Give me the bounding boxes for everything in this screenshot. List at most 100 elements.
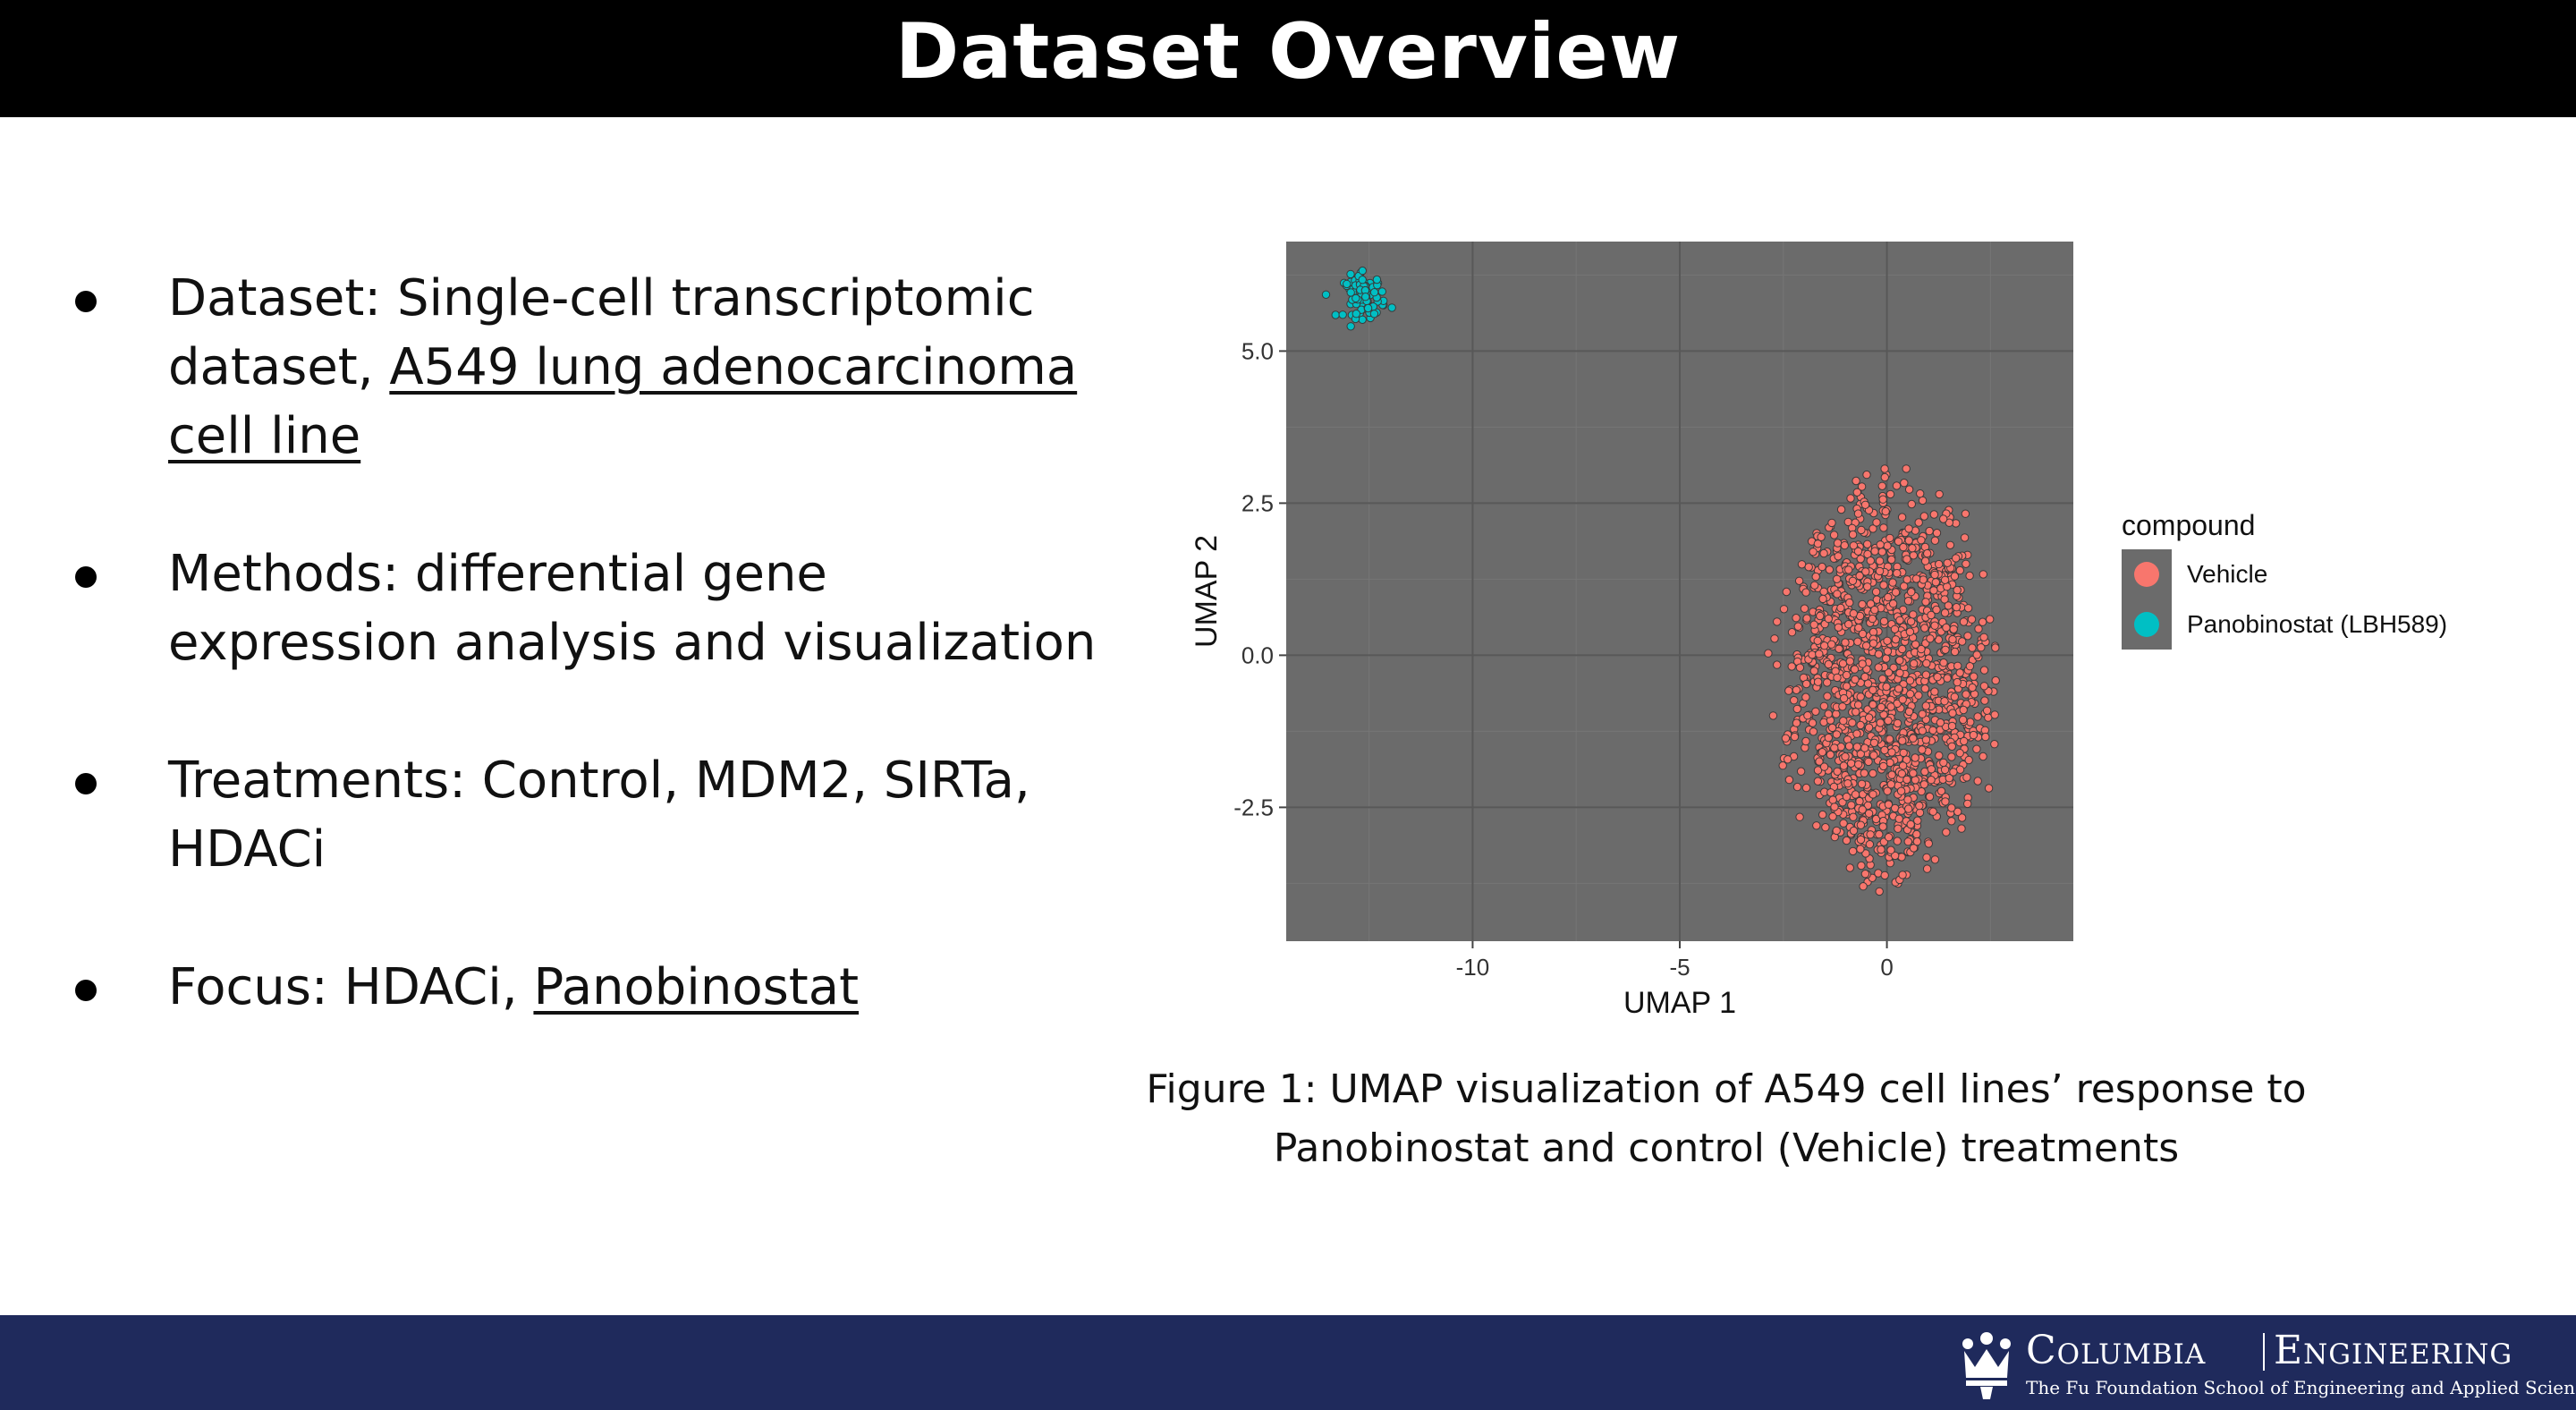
data-point [1870,547,1879,556]
data-point [1894,537,1903,546]
data-point [1990,710,1999,719]
data-point [1868,685,1877,694]
data-point [1883,541,1892,550]
data-point [1886,845,1895,854]
data-point [1986,615,1995,624]
data-point [1913,816,1922,825]
data-point [1990,740,1999,749]
data-point [1853,509,1863,518]
data-point [1907,588,1916,597]
data-point [1874,663,1883,672]
data-point [1868,639,1878,648]
data-point [1331,310,1340,319]
data-point [1770,634,1779,643]
data-point [1895,616,1904,624]
data-point [1898,695,1907,704]
data-point [1819,548,1828,558]
data-point [1880,871,1889,880]
data-point [1925,792,1935,802]
data-point [1906,690,1915,699]
data-point [1939,758,1948,768]
data-point [1855,796,1864,806]
data-point [1974,624,1983,633]
data-point [1968,683,1977,692]
data-point [1826,788,1835,797]
data-point [1820,641,1829,650]
data-point [1868,790,1877,799]
data-point [1927,776,1936,785]
data-point [1947,803,1956,812]
data-point [1970,672,1979,681]
data-point [1884,800,1894,809]
data-point [1960,533,1970,542]
data-point [1979,633,1988,641]
data-point [1883,636,1892,645]
data-point [1856,555,1865,564]
data-point [1922,864,1932,873]
data-point [1848,846,1858,856]
data-point [1915,808,1925,818]
data-point [1960,736,1969,746]
data-point [1882,654,1891,663]
legend-label: Panobinostat (LBH589) [2187,610,2447,638]
data-point [1925,526,1934,536]
data-point [1953,661,1962,670]
data-point [1939,658,1948,667]
data-point [1899,542,1908,552]
data-point [1929,510,1938,519]
data-point [1834,552,1843,561]
data-point [1962,559,1970,568]
data-point [1841,638,1850,647]
data-point [1833,574,1842,583]
data-point [1849,826,1859,836]
data-point [1940,608,1950,617]
data-point [1880,472,1889,482]
data-point [1781,734,1791,743]
data-point [1962,690,1970,699]
data-point [1947,742,1956,751]
bullet-text: Methods: differential gene expression an… [168,545,1097,672]
data-point [1854,624,1863,633]
data-point [1819,587,1828,596]
data-point [1912,829,1921,839]
crown-icon [1962,1332,2011,1399]
data-point [1346,322,1355,331]
data-point [1902,575,1911,584]
data-point [1343,279,1352,289]
data-point [1784,755,1792,764]
data-point [1922,658,1931,668]
data-point [1842,682,1852,691]
data-point [1866,556,1875,565]
data-point [1827,518,1836,528]
data-point [1952,603,1962,612]
data-point [1811,572,1820,582]
data-point [1928,807,1937,816]
data-point [1887,748,1896,757]
data-point [1920,624,1929,633]
data-point [1816,611,1825,621]
data-point [1841,752,1850,761]
data-point [1902,775,1911,785]
data-point [1955,668,1964,677]
data-point [1917,644,1926,654]
bullet-item-2: Methods: differential gene expression an… [63,539,1109,677]
data-point [1778,761,1787,770]
data-point [1962,773,1971,782]
data-point [1911,574,1921,583]
data-point [1935,489,1944,499]
data-point [1862,470,1871,480]
data-point [1869,751,1878,760]
data-point [1826,750,1835,760]
data-point [1363,303,1373,313]
data-point [1809,667,1818,675]
data-point [1920,556,1930,565]
data-point [1984,784,1994,793]
data-point [1856,750,1865,759]
data-point [1979,570,1987,579]
data-point [1979,666,1989,675]
data-point [1930,621,1939,630]
data-point [1959,705,1968,715]
data-point [1921,598,1930,607]
data-point [1909,769,1918,777]
data-point [1939,514,1948,523]
